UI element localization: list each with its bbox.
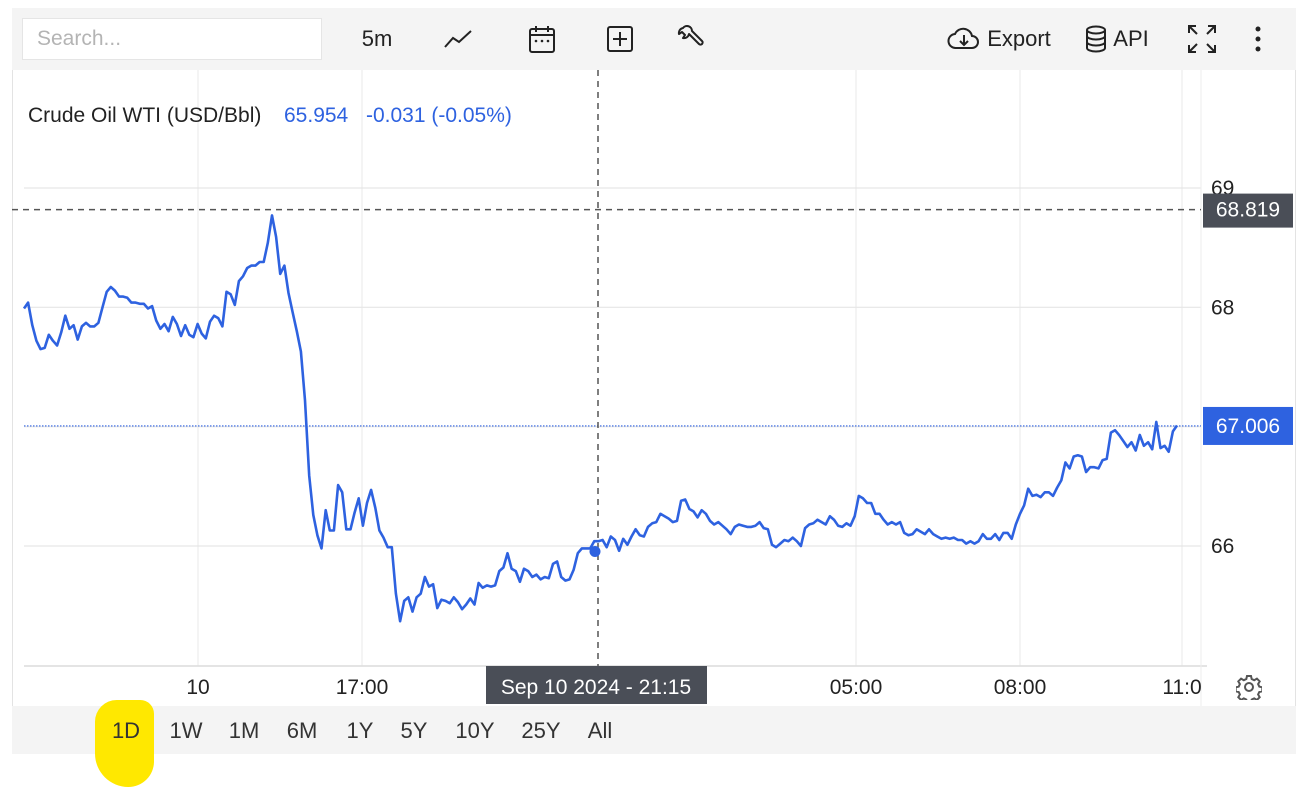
range-1m[interactable]: 1M [228, 718, 260, 743]
chart-widget [12, 8, 1296, 754]
last-price-label: 67.006 [1216, 415, 1280, 438]
settings-gear-icon[interactable] [1234, 674, 1264, 704]
export-label: Export [987, 26, 1051, 51]
line-chart-icon[interactable] [438, 20, 478, 58]
legend-change: -0.031 (-0.05%) [366, 104, 512, 127]
crosshair-price-label: 68.819 [1216, 199, 1280, 222]
y-tick-label: 68 [1211, 296, 1234, 319]
cloud-download-icon [947, 27, 980, 49]
range-all[interactable]: All [587, 718, 613, 743]
y-tick-label: 66 [1211, 535, 1234, 558]
x-tick-label: 11:0 [1162, 676, 1201, 699]
toolbar: 5m Export API [12, 8, 1296, 70]
export-button[interactable]: Export [944, 20, 1054, 58]
range-6m[interactable]: 6M [286, 718, 318, 743]
x-tick-label: 05:00 [830, 676, 883, 699]
range-5y[interactable]: 5Y [400, 718, 428, 743]
more-vertical-icon[interactable] [1246, 20, 1270, 58]
x-tick-label: 08:00 [994, 676, 1047, 699]
x-tick-label: 17:00 [336, 676, 389, 699]
wrench-icon[interactable] [670, 20, 710, 58]
add-indicator-icon[interactable] [600, 20, 640, 58]
api-label: API [1113, 26, 1149, 51]
selection-highlight [95, 700, 154, 787]
database-icon [1086, 25, 1107, 53]
last-price-tag: 67.006 [1203, 406, 1293, 445]
api-button[interactable]: API [1082, 20, 1152, 58]
range-10y[interactable]: 10Y [455, 718, 495, 743]
range-1y[interactable]: 1Y [346, 718, 374, 743]
search-input[interactable] [22, 18, 322, 60]
legend-price: 65.954 [284, 104, 349, 127]
fullscreen-icon[interactable] [1184, 20, 1220, 58]
legend-name: Crude Oil WTI (USD/Bbl) [28, 104, 261, 127]
crosshair-point [589, 545, 601, 557]
range-1w[interactable]: 1W [169, 718, 203, 743]
range-25y[interactable]: 25Y [521, 718, 561, 743]
x-tick-label: 10 [186, 676, 209, 699]
crosshair-price-tag: 68.819 [1203, 193, 1293, 228]
range-1d-highlighted[interactable]: 1D [111, 718, 141, 743]
calendar-icon[interactable] [522, 20, 562, 58]
crosshair-time-tag: Sep 10 2024 - 21:15 [486, 666, 707, 704]
interval-button[interactable]: 5m [361, 26, 393, 51]
range-bar: 1D 1W 1M 6M 1Y 5Y 10Y 25Y All [12, 706, 1296, 754]
price-series-line [22, 214, 1179, 623]
crosshair-time-label: Sep 10 2024 - 21:15 [501, 676, 691, 699]
